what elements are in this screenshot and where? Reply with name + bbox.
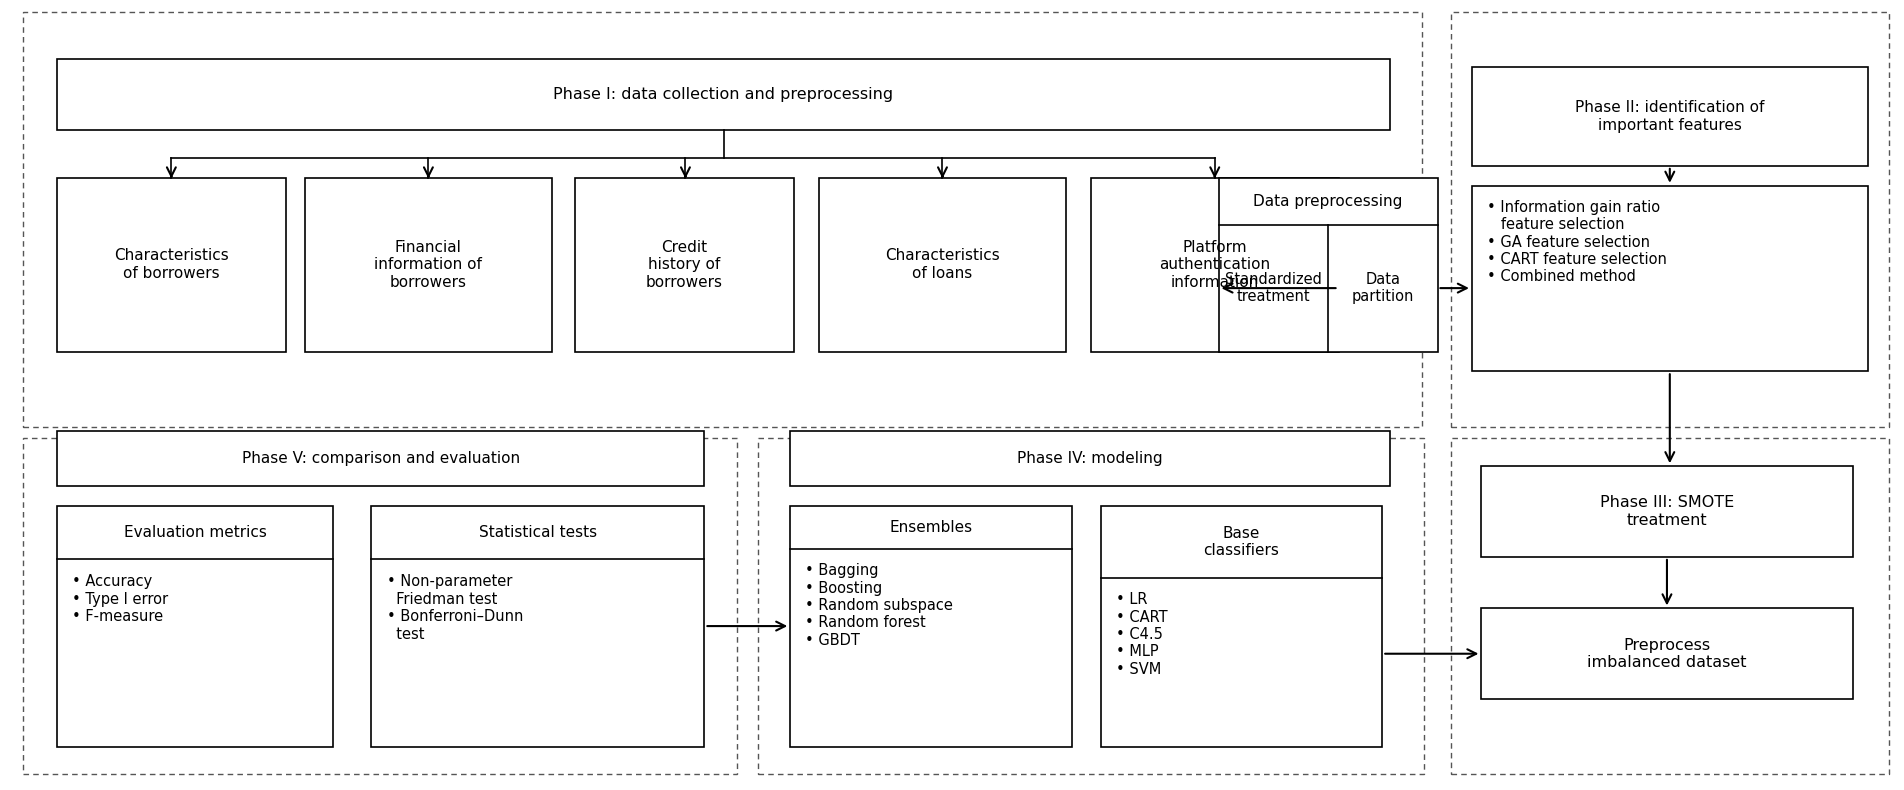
FancyBboxPatch shape	[57, 506, 333, 747]
Text: Statistical tests: Statistical tests	[478, 525, 598, 540]
FancyBboxPatch shape	[57, 431, 704, 486]
FancyBboxPatch shape	[758, 438, 1424, 774]
Text: • Bagging
• Boosting
• Random subspace
• Random forest
• GBDT: • Bagging • Boosting • Random subspace •…	[805, 563, 954, 648]
Text: Ensembles: Ensembles	[889, 520, 973, 535]
Text: Credit
history of
borrowers: Credit history of borrowers	[645, 239, 724, 290]
FancyBboxPatch shape	[1451, 438, 1889, 774]
FancyBboxPatch shape	[305, 178, 552, 352]
Text: Phase III: SMOTE
treatment: Phase III: SMOTE treatment	[1599, 495, 1735, 528]
Text: Base
classifiers: Base classifiers	[1203, 525, 1279, 558]
FancyBboxPatch shape	[1451, 12, 1889, 427]
FancyBboxPatch shape	[57, 59, 1390, 130]
Text: • Accuracy
• Type I error
• F-measure: • Accuracy • Type I error • F-measure	[72, 574, 168, 624]
FancyBboxPatch shape	[1481, 466, 1853, 557]
Text: Platform
authentication
information: Platform authentication information	[1160, 239, 1270, 290]
Text: Data
partition: Data partition	[1352, 272, 1415, 304]
FancyBboxPatch shape	[790, 506, 1072, 747]
Text: Phase V: comparison and evaluation: Phase V: comparison and evaluation	[242, 451, 520, 465]
Text: Evaluation metrics: Evaluation metrics	[124, 525, 267, 540]
FancyBboxPatch shape	[23, 438, 737, 774]
FancyBboxPatch shape	[1472, 67, 1868, 166]
FancyBboxPatch shape	[1091, 178, 1339, 352]
Text: Data preprocessing: Data preprocessing	[1253, 194, 1403, 209]
Text: Phase IV: modeling: Phase IV: modeling	[1017, 451, 1163, 465]
FancyBboxPatch shape	[1472, 186, 1868, 371]
FancyBboxPatch shape	[57, 178, 286, 352]
FancyBboxPatch shape	[819, 178, 1066, 352]
FancyBboxPatch shape	[1101, 506, 1382, 747]
FancyBboxPatch shape	[1219, 178, 1438, 352]
Text: • LR
• CART
• C4.5
• MLP
• SVM: • LR • CART • C4.5 • MLP • SVM	[1116, 592, 1167, 677]
Text: Standardized
treatment: Standardized treatment	[1224, 272, 1321, 304]
FancyBboxPatch shape	[371, 506, 704, 747]
FancyBboxPatch shape	[790, 431, 1390, 486]
Text: Phase I: data collection and preprocessing: Phase I: data collection and preprocessi…	[554, 88, 893, 102]
Text: Phase II: identification of
important features: Phase II: identification of important fe…	[1575, 100, 1765, 133]
Text: • Non-parameter
  Friedman test
• Bonferroni–Dunn
  test: • Non-parameter Friedman test • Bonferro…	[387, 574, 524, 641]
Text: • Information gain ratio
   feature selection
• GA feature selection
• CART feat: • Information gain ratio feature selecti…	[1487, 200, 1666, 284]
Text: Characteristics
of borrowers: Characteristics of borrowers	[114, 248, 228, 281]
Text: Characteristics
of loans: Characteristics of loans	[885, 248, 1000, 281]
FancyBboxPatch shape	[1481, 608, 1853, 699]
Text: Financial
information of
borrowers: Financial information of borrowers	[375, 239, 482, 290]
FancyBboxPatch shape	[23, 12, 1422, 427]
Text: Preprocess
imbalanced dataset: Preprocess imbalanced dataset	[1588, 638, 1746, 670]
FancyBboxPatch shape	[575, 178, 794, 352]
